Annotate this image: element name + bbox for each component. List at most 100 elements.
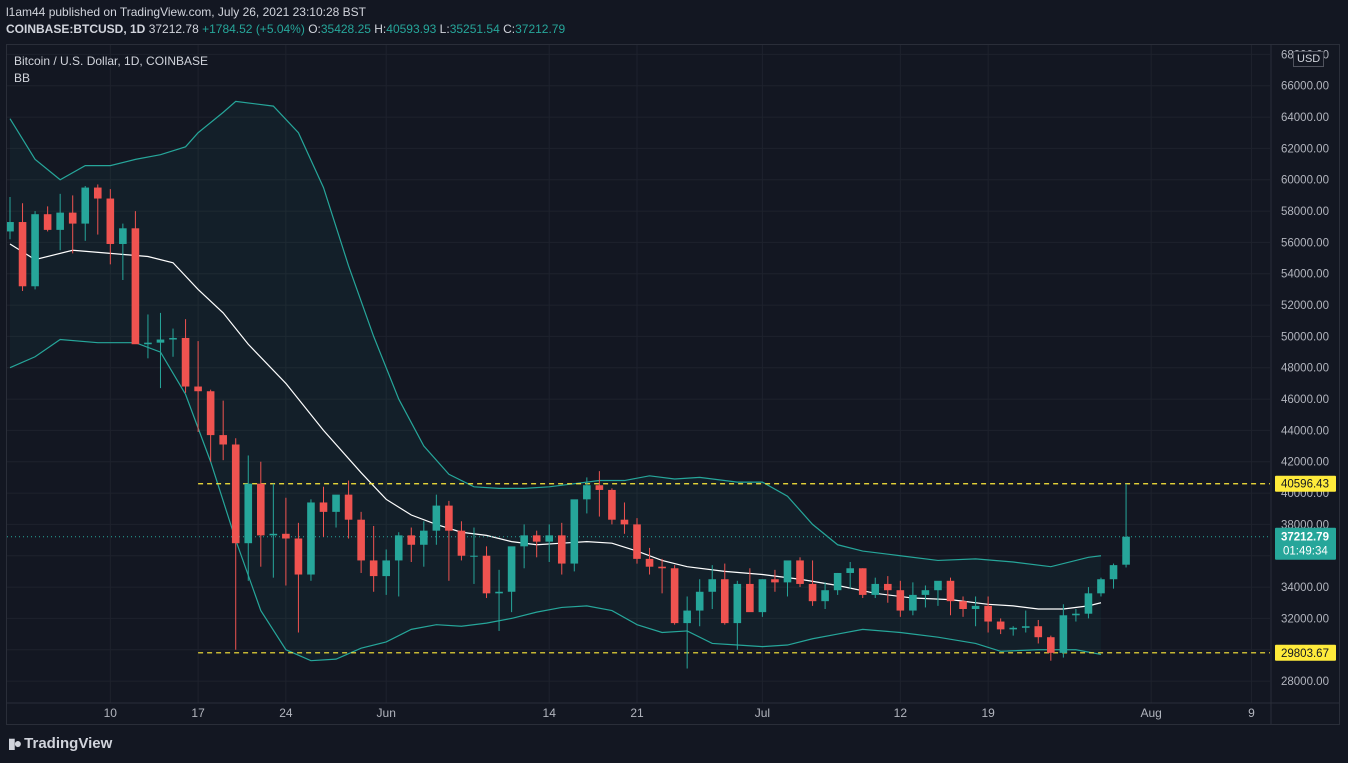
candle-body	[934, 580, 942, 591]
brand-name: TradingView	[24, 735, 113, 752]
level-price-tag	[1275, 475, 1336, 492]
x-tick-label: Jul	[755, 706, 770, 720]
tradingview-footer[interactable]: ▮● TradingView	[8, 735, 112, 752]
candle-body	[733, 583, 742, 624]
bb-band-fill	[10, 101, 1101, 661]
candle-body	[645, 558, 654, 567]
y-tick-label: 48000.00	[1281, 363, 1329, 375]
x-tick-label: 17	[191, 706, 205, 720]
candle-body	[695, 591, 704, 611]
candle-body	[1021, 626, 1030, 628]
x-tick-label: 24	[279, 706, 293, 720]
candle-body	[470, 555, 478, 557]
x-tick-label: 9	[1248, 706, 1255, 720]
last-price-tag	[1275, 527, 1336, 560]
candle-body	[445, 505, 453, 531]
y-tick-label: 28000.00	[1281, 676, 1329, 688]
candle-body	[896, 590, 905, 611]
candle-body	[482, 555, 491, 594]
candle-body	[269, 533, 278, 536]
candle-body	[394, 535, 403, 561]
candle-body	[307, 502, 315, 575]
candle-body	[959, 601, 967, 609]
candle-body	[495, 591, 503, 594]
candle-body	[507, 546, 516, 592]
y-tick-label: 46000.00	[1281, 394, 1329, 406]
candle-body	[921, 590, 930, 595]
x-tick-label: Aug	[1140, 706, 1161, 720]
candle-body	[119, 228, 127, 244]
open-label: O:	[308, 22, 321, 36]
candle-body	[520, 535, 528, 547]
candle-body	[833, 572, 842, 591]
candle-body	[771, 579, 779, 583]
candle-body	[1059, 615, 1068, 653]
candle-body	[1097, 579, 1105, 594]
candle-body	[683, 610, 691, 624]
candle-body	[620, 519, 629, 525]
last-price-value: 37212.78	[148, 22, 199, 36]
candle-body	[156, 339, 165, 343]
candle-body	[219, 435, 227, 445]
candle-body	[808, 583, 817, 602]
x-tick-label: Jun	[377, 706, 396, 720]
candle-body	[257, 483, 265, 536]
bb-upper-line	[9, 100, 1102, 568]
x-tick-label: 19	[981, 706, 995, 720]
candle-body	[884, 583, 892, 591]
series-legend-title[interactable]: Bitcoin / U.S. Dollar, 1D, COINBASE	[14, 54, 209, 68]
candle-body	[344, 494, 353, 520]
candle-body	[407, 535, 416, 545]
y-tick-label: 32000.00	[1281, 613, 1329, 625]
y-tick-label: 58000.00	[1281, 206, 1329, 218]
last-price-tag-text: 37212.79	[1281, 532, 1329, 544]
level-price-tag	[1275, 644, 1336, 661]
candle-body	[783, 560, 792, 583]
candle-body	[7, 222, 14, 232]
candle-body	[570, 499, 579, 564]
y-tick-label: 64000.00	[1281, 112, 1329, 124]
candle-body	[282, 533, 290, 539]
open-value: 35428.25	[320, 22, 371, 36]
candle-body	[81, 187, 90, 224]
candle-body	[144, 342, 152, 345]
candle-body	[106, 198, 115, 244]
candle-body	[670, 568, 679, 624]
candle-body	[583, 485, 591, 500]
candle-body	[858, 568, 867, 595]
candle-body	[595, 485, 604, 490]
currency-badge[interactable]: USD	[1293, 51, 1325, 67]
candle-body	[996, 621, 1005, 630]
candle-body	[244, 483, 253, 544]
x-tick-label: 21	[630, 706, 644, 720]
chart-area[interactable]	[6, 44, 1340, 725]
bb-lower-line	[9, 338, 1102, 662]
candle-body	[746, 583, 754, 613]
candle-body	[56, 212, 64, 230]
candle-body	[984, 605, 992, 622]
candle-body	[294, 538, 303, 575]
indicator-legend-bb[interactable]: BB	[14, 71, 31, 85]
candle-body	[758, 579, 767, 613]
y-tick-label: 44000.00	[1281, 425, 1329, 437]
candle-body	[382, 560, 390, 577]
candle-body	[18, 222, 27, 287]
tradingview-logo-icon: ▮●	[8, 735, 22, 751]
level-price-tag-text: 29803.67	[1281, 648, 1329, 660]
candle-body	[131, 228, 140, 345]
candle-body	[457, 530, 466, 556]
candle-body	[68, 212, 77, 224]
candle-body	[231, 444, 240, 544]
y-tick-label: 42000.00	[1281, 457, 1329, 469]
y-tick-label: 66000.00	[1281, 81, 1329, 93]
candle-body	[946, 580, 955, 602]
bar-countdown-text: 01:49:34	[1283, 546, 1328, 558]
y-tick-label: 34000.00	[1281, 582, 1329, 594]
candle-body	[181, 337, 190, 387]
publish-info: l1am44 published on TradingView.com, Jul…	[6, 5, 367, 19]
candle-body	[1047, 637, 1055, 653]
high-value: 40593.93	[386, 22, 437, 36]
candle-body	[357, 519, 365, 561]
level-price-tag-text: 40596.43	[1281, 479, 1329, 491]
